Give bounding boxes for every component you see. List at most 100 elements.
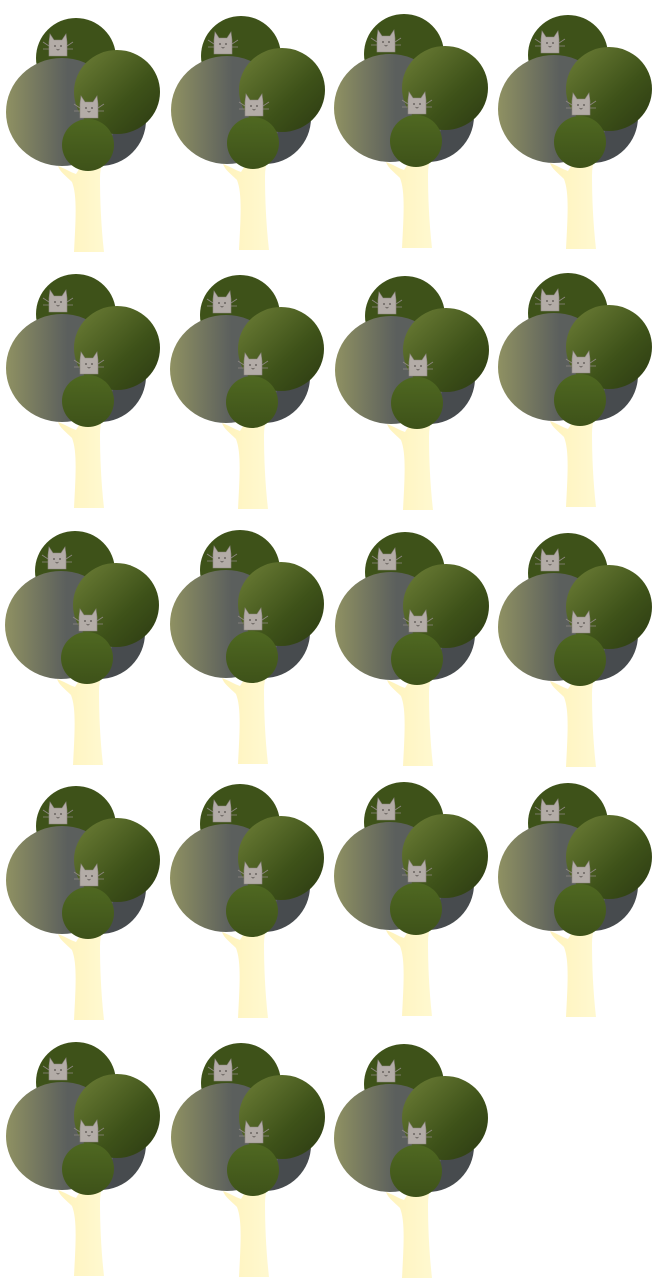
tree-with-cats-icon	[5, 531, 159, 765]
canopy-front	[390, 115, 442, 167]
tree-with-cats-icon	[498, 783, 652, 1017]
tree-with-cats-icon	[335, 276, 489, 510]
canopy-front	[391, 377, 443, 429]
tree-with-cats-icon	[498, 533, 652, 767]
cat-head-top-icon	[370, 1059, 402, 1083]
cat-head-center-icon	[565, 350, 597, 374]
cat-head-top-icon	[370, 797, 402, 821]
sprite-frame	[328, 1024, 492, 1280]
tree-with-cats-icon	[6, 18, 160, 252]
sprite-frame	[492, 256, 656, 512]
cat-head-center-icon	[565, 860, 597, 884]
canopy-front	[227, 1144, 279, 1196]
canopy-front	[61, 632, 113, 684]
tree-trunk	[386, 882, 454, 1016]
canopy-front	[554, 116, 606, 168]
cat-head-center-icon	[237, 861, 269, 885]
sprite-frame	[328, 0, 492, 256]
canopy-front	[554, 884, 606, 936]
sprite-frame	[328, 512, 492, 768]
sprite-frame	[0, 256, 164, 512]
sprite-frame	[164, 1024, 328, 1280]
tree-trunk	[222, 630, 290, 764]
cat-head-center-icon	[73, 95, 105, 119]
tree-with-cats-icon	[171, 1043, 325, 1277]
sprite-frame	[164, 512, 328, 768]
cat-head-center-icon	[401, 859, 433, 883]
tree-trunk	[223, 116, 291, 250]
sprite-frame	[492, 0, 656, 256]
cat-head-center-icon	[565, 92, 597, 116]
cat-head-top-icon	[206, 799, 238, 823]
canopy-front	[62, 119, 114, 171]
tree-with-cats-icon	[335, 532, 489, 766]
cat-head-top-icon	[534, 288, 566, 312]
canopy-front	[390, 883, 442, 935]
cat-head-center-icon	[401, 91, 433, 115]
cat-head-center-icon	[565, 610, 597, 634]
cat-head-top-icon	[41, 546, 73, 570]
canopy-front	[62, 375, 114, 427]
sprite-frame	[0, 0, 164, 256]
cat-head-center-icon	[237, 352, 269, 376]
tree-trunk	[222, 884, 290, 1018]
sprite-frame	[164, 768, 328, 1024]
cat-head-center-icon	[73, 863, 105, 887]
tree-with-cats-icon	[171, 16, 325, 250]
cat-head-top-icon	[42, 1057, 74, 1081]
canopy-front	[554, 634, 606, 686]
tree-with-cats-icon	[498, 15, 652, 249]
cat-head-center-icon	[72, 608, 104, 632]
canopy-front	[227, 117, 279, 169]
tree-with-cats-icon	[6, 1042, 160, 1276]
cat-head-top-icon	[534, 548, 566, 572]
tree-trunk	[550, 633, 618, 767]
tree-with-cats-icon	[170, 275, 324, 509]
cat-head-center-icon	[401, 1121, 433, 1145]
canopy-front	[226, 376, 278, 428]
cat-head-top-icon	[206, 545, 238, 569]
cat-head-top-icon	[207, 31, 239, 55]
tree-trunk	[550, 883, 618, 1017]
tree-trunk	[222, 375, 290, 509]
sprite-frame	[164, 256, 328, 512]
canopy-front	[226, 885, 278, 937]
canopy-front	[62, 887, 114, 939]
cat-head-top-icon	[371, 291, 403, 315]
tree-trunk	[386, 114, 454, 248]
canopy-front	[391, 633, 443, 685]
sprite-frame	[0, 768, 164, 1024]
tree-with-cats-icon	[6, 274, 160, 508]
cat-head-top-icon	[42, 801, 74, 825]
cat-head-top-icon	[534, 798, 566, 822]
tree-trunk	[58, 374, 126, 508]
cat-head-top-icon	[42, 33, 74, 57]
tree-with-cats-icon	[334, 782, 488, 1016]
tree-trunk	[387, 376, 455, 510]
tree-with-cats-icon	[498, 273, 652, 507]
canopy-front	[554, 374, 606, 426]
canopy-front	[226, 631, 278, 683]
tree-trunk	[387, 632, 455, 766]
cat-head-center-icon	[237, 607, 269, 631]
sprite-frame	[0, 1024, 164, 1280]
sprite-frame	[328, 768, 492, 1024]
tree-with-cats-icon	[170, 530, 324, 764]
tree-with-cats-icon	[170, 784, 324, 1018]
tree-trunk	[58, 1142, 126, 1276]
canopy-front	[62, 1143, 114, 1195]
tree-with-cats-icon	[6, 786, 160, 1020]
cat-head-top-icon	[371, 547, 403, 571]
cat-head-top-icon	[42, 289, 74, 313]
cat-head-center-icon	[73, 351, 105, 375]
cat-head-top-icon	[207, 1058, 239, 1082]
tree-trunk	[58, 886, 126, 1020]
cat-head-center-icon	[402, 609, 434, 633]
tree-trunk	[550, 373, 618, 507]
tree-with-cats-icon	[334, 1044, 488, 1278]
cat-head-top-icon	[370, 29, 402, 53]
tree-trunk	[386, 1144, 454, 1278]
cat-head-top-icon	[534, 30, 566, 54]
cat-head-center-icon	[73, 1119, 105, 1143]
